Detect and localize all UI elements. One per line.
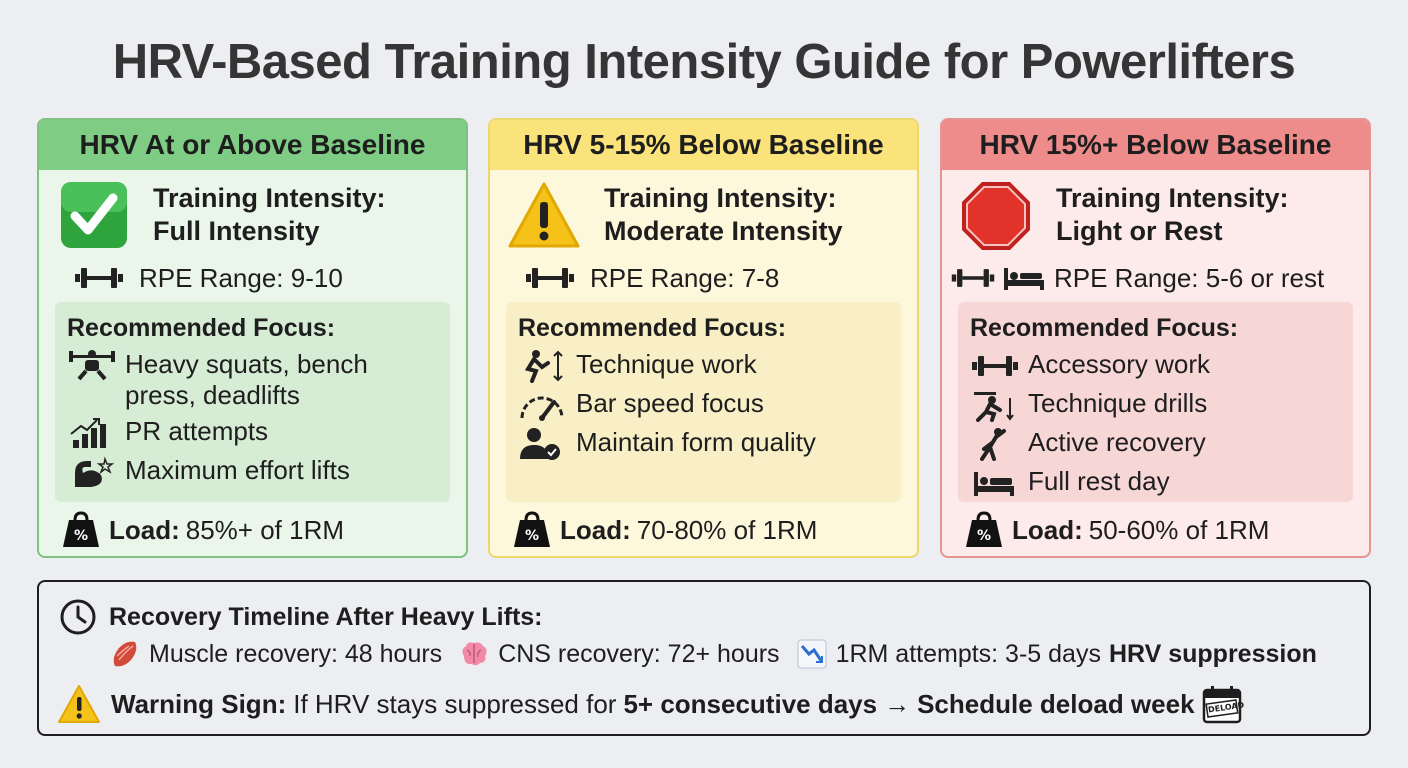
focus-text: Technique work <box>576 349 757 379</box>
list-item: Heavy squats, bench press, deadlifts <box>67 349 438 411</box>
warning-icon <box>58 685 100 723</box>
intensity-label: Training Intensity: <box>1056 183 1289 213</box>
drill-icon <box>974 392 1014 422</box>
card-header: HRV 15%+ Below Baseline <box>942 120 1369 170</box>
list-item: Accessory work <box>970 349 1341 383</box>
bed-icon <box>1004 268 1044 290</box>
focus-text: Active recovery <box>1028 427 1206 457</box>
list-item: Technique work <box>518 349 889 383</box>
recovery-timeline-panel: Recovery Timeline After Heavy Lifts: Mus… <box>37 580 1371 736</box>
intensity-label: Training Intensity: <box>153 183 386 213</box>
speedometer-icon <box>520 396 564 421</box>
focus-title: Recommended Focus: <box>67 314 336 342</box>
list-item: Bar speed focus <box>518 388 889 422</box>
svg-text:%: % <box>525 528 539 544</box>
rpe-range: RPE Range: 7-8 <box>590 262 780 293</box>
focus-title: Recommended Focus: <box>970 314 1239 342</box>
svg-text:%: % <box>977 528 991 544</box>
check-icon <box>61 182 127 248</box>
focus-text: Full rest day <box>1028 466 1170 496</box>
flex-icon <box>75 456 115 487</box>
muscle-icon <box>113 641 137 667</box>
clock-icon <box>60 599 96 635</box>
load-label: Load: <box>1012 514 1083 545</box>
card-header: HRV 5-15% Below Baseline <box>490 120 917 170</box>
load-value: 50-60% of 1RM <box>1088 514 1270 545</box>
technique-icon <box>524 350 563 383</box>
intensity-value: Light or Rest <box>1056 216 1223 246</box>
focus-panel: Recommended Focus: Heavy squats, bench p… <box>55 302 450 502</box>
load-label: Load: <box>109 514 180 545</box>
bed-icon <box>974 472 1014 496</box>
focus-text: Bar speed focus <box>576 388 764 418</box>
brain-icon <box>462 642 487 666</box>
chart-up-icon <box>70 418 106 448</box>
focus-text: Accessory work <box>1028 349 1211 379</box>
rpe-range: RPE Range: 5-6 or rest <box>1054 262 1325 293</box>
card-header: HRV At or Above Baseline <box>39 120 466 170</box>
card-light-rest: HRV 15%+ Below Baseline Training Intensi… <box>940 118 1371 558</box>
stretch-icon <box>980 428 1006 461</box>
warning-text: If HRV stays suppressed for <box>293 688 617 719</box>
warning-action: Schedule deload week <box>917 688 1195 719</box>
load-label: Load: <box>560 514 631 545</box>
warning-days: 5+ consecutive days <box>623 688 878 719</box>
warning-icon <box>508 182 580 248</box>
list-item: Technique drills <box>970 388 1341 422</box>
intensity-value: Moderate Intensity <box>604 216 843 246</box>
dumbbell-icon <box>951 269 995 287</box>
squat-icon <box>69 350 115 381</box>
list-item: Maintain form quality <box>518 427 889 461</box>
weight-percent-icon: % <box>63 511 99 547</box>
weight-percent-icon: % <box>966 511 1002 547</box>
card-at-baseline: HRV At or Above Baseline Training Intens… <box>37 118 468 558</box>
intensity-label: Training Intensity: <box>604 183 837 213</box>
focus-text: Heavy squats, bench press, deadlifts <box>125 349 368 410</box>
dumbbell-icon <box>526 268 574 288</box>
load-value: 70-80% of 1RM <box>636 514 818 545</box>
focus-text: Maintain form quality <box>576 427 816 457</box>
card-moderate: HRV 5-15% Below Baseline Training Intens… <box>488 118 919 558</box>
chart-down-icon <box>797 639 827 669</box>
list-item: Active recovery <box>970 427 1341 461</box>
hrv-suppression: HRV suppression <box>1108 639 1317 668</box>
timeline-title: Recovery Timeline After Heavy Lifts: <box>109 602 543 631</box>
rpe-range: RPE Range: 9-10 <box>139 262 343 293</box>
cns-recovery: CNS recovery: 72+ hours <box>498 639 780 668</box>
load-value: 85%+ of 1RM <box>185 514 345 545</box>
calendar-deload-icon: DELOAD <box>1201 684 1244 724</box>
list-item: PR attempts <box>67 416 438 450</box>
stop-icon <box>962 182 1030 250</box>
warning-label: Warning Sign: <box>111 688 287 719</box>
svg-text:%: % <box>74 528 88 544</box>
intensity-value: Full Intensity <box>153 216 320 246</box>
focus-panel: Recommended Focus: Accessory work Techni… <box>958 302 1353 502</box>
rm-attempts: 1RM attempts: 3-5 days <box>835 639 1101 668</box>
weight-percent-icon: % <box>514 511 550 547</box>
arrow: → <box>884 688 911 719</box>
focus-text: PR attempts <box>125 416 269 446</box>
focus-title: Recommended Focus: <box>518 314 787 342</box>
focus-text: Technique drills <box>1028 388 1208 418</box>
focus-text: Maximum effort lifts <box>125 455 350 485</box>
user-check-icon <box>520 428 560 460</box>
dumbbell-icon <box>75 268 123 288</box>
dumbbell-icon <box>972 356 1018 376</box>
list-item: Full rest day <box>970 466 1341 500</box>
focus-panel: Recommended Focus: Technique work Bar sp… <box>506 302 901 502</box>
muscle-recovery: Muscle recovery: 48 hours <box>149 639 443 668</box>
list-item: Maximum effort lifts <box>67 455 438 489</box>
page-title: HRV-Based Training Intensity Guide for P… <box>112 35 1296 89</box>
